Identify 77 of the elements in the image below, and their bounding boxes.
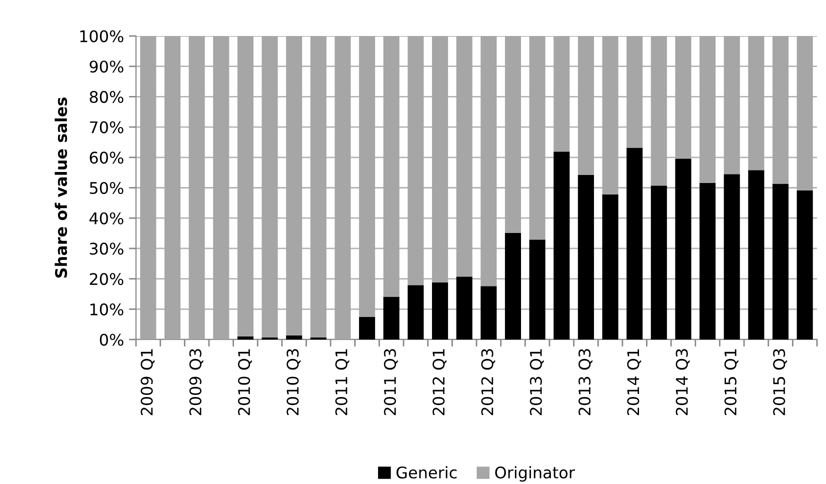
bar bbox=[626, 36, 643, 148]
bar bbox=[408, 285, 424, 340]
bar bbox=[602, 194, 618, 340]
bar bbox=[529, 240, 546, 340]
bar bbox=[554, 152, 570, 340]
bar bbox=[504, 36, 522, 233]
bar bbox=[602, 36, 618, 194]
y-tick-label: 0% bbox=[100, 334, 124, 346]
y-axis-title: Share of value sales bbox=[54, 98, 68, 278]
y-tick-label: 60% bbox=[90, 152, 124, 164]
bar bbox=[456, 36, 472, 277]
x-tick-label: 2015 Q3 bbox=[773, 349, 787, 416]
bar bbox=[675, 36, 692, 159]
bar bbox=[554, 36, 570, 152]
bar bbox=[310, 36, 326, 338]
bar bbox=[650, 36, 667, 186]
bar bbox=[164, 36, 181, 340]
bar bbox=[334, 36, 351, 340]
x-tick-label: 2009 Q1 bbox=[140, 349, 155, 416]
bar bbox=[724, 174, 740, 340]
bar bbox=[772, 184, 789, 340]
bar bbox=[383, 36, 400, 297]
bar bbox=[286, 336, 302, 340]
bar bbox=[578, 175, 594, 340]
x-tick-label: 2013 Q3 bbox=[578, 349, 592, 416]
bar bbox=[626, 148, 643, 340]
y-tick-label: 100% bbox=[80, 30, 124, 42]
bar bbox=[796, 36, 813, 190]
x-tick-label: 2012 Q3 bbox=[481, 349, 496, 416]
bar bbox=[408, 36, 424, 286]
y-tick-label: 70% bbox=[90, 121, 124, 134]
bar bbox=[675, 158, 692, 340]
bar bbox=[504, 232, 522, 340]
bar bbox=[262, 36, 278, 338]
bar bbox=[213, 36, 230, 340]
x-tick-label: 2011 Q3 bbox=[384, 349, 398, 416]
x-tick-label: 2012 Q1 bbox=[432, 349, 446, 416]
bar bbox=[700, 36, 716, 183]
x-tick-label: 2009 Q3 bbox=[189, 349, 204, 416]
bar bbox=[529, 36, 546, 240]
bar bbox=[383, 296, 400, 340]
y-tick-label: 10% bbox=[90, 303, 124, 316]
y-tick-label: 30% bbox=[90, 242, 124, 255]
bar bbox=[700, 182, 716, 340]
bar bbox=[748, 170, 764, 340]
y-tick-label: 50% bbox=[90, 182, 124, 194]
bar bbox=[432, 36, 448, 282]
bar bbox=[796, 190, 813, 340]
bar bbox=[748, 36, 764, 170]
x-tick-label: 2014 Q3 bbox=[676, 349, 690, 416]
bar bbox=[359, 317, 376, 340]
x-tick-label: 2014 Q1 bbox=[627, 349, 642, 416]
y-tick-label: 20% bbox=[90, 273, 124, 286]
bar bbox=[456, 276, 472, 340]
bar bbox=[724, 36, 740, 174]
bar bbox=[237, 36, 254, 336]
y-tick-label: 90% bbox=[90, 60, 124, 73]
bar bbox=[140, 36, 156, 340]
x-tick-label: 2011 Q1 bbox=[335, 349, 350, 416]
bar bbox=[432, 282, 448, 340]
bar bbox=[772, 36, 789, 184]
x-tick-label: 2010 Q3 bbox=[286, 349, 301, 416]
legend-label: Generic bbox=[396, 466, 457, 479]
y-tick-label: 40% bbox=[89, 212, 124, 224]
x-tick-label: 2015 Q1 bbox=[724, 349, 738, 416]
bar bbox=[188, 36, 205, 340]
x-tick-label: 2010 Q1 bbox=[238, 349, 252, 416]
bar bbox=[237, 336, 254, 340]
bar bbox=[480, 36, 497, 286]
x-tick-label: 2013 Q1 bbox=[530, 349, 544, 416]
legend-label: Originator bbox=[495, 466, 575, 482]
bar bbox=[650, 186, 667, 340]
bar bbox=[480, 286, 497, 340]
bar bbox=[578, 36, 594, 176]
bar bbox=[359, 36, 376, 318]
bar bbox=[286, 36, 302, 336]
y-tick-label: 80% bbox=[90, 90, 124, 103]
